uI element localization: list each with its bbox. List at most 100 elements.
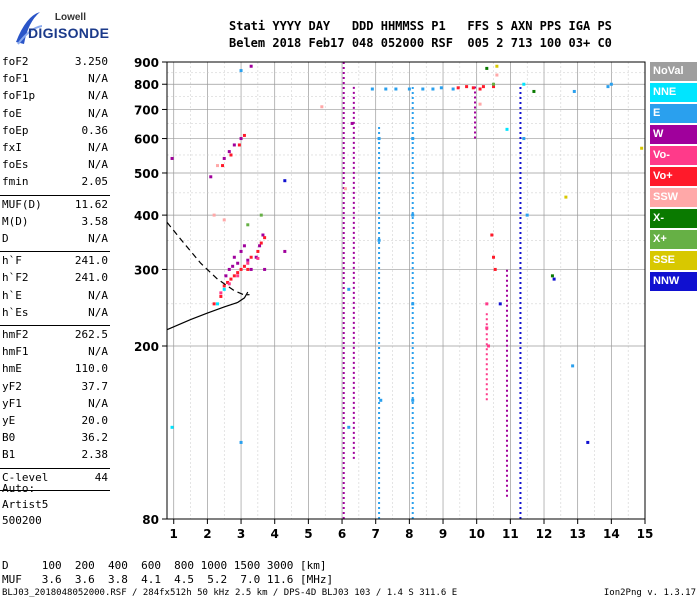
echo-point: [564, 195, 568, 199]
echo-point: [246, 223, 250, 227]
param-row: C-level 44: [2, 471, 108, 489]
plot-frame: [166, 61, 646, 520]
muf-row: MUF 3.6 3.6 3.8 4.1 4.5 5.2 7.0 11.6 [MH…: [2, 573, 334, 586]
param-name: h`F: [2, 254, 22, 268]
x-tick-label: 13: [569, 527, 586, 541]
echo-point: [347, 425, 351, 429]
param-name: foEs: [2, 158, 29, 172]
echo-point: [212, 213, 216, 217]
x-tick-label: 2: [203, 527, 211, 541]
echo-point: [606, 85, 610, 89]
echo-point: [170, 156, 174, 160]
echo-point: [377, 238, 381, 242]
param-row: fxI N/A: [2, 141, 108, 159]
legend-item: E: [650, 104, 697, 123]
echo-point: [219, 291, 223, 295]
header-labels: Stati YYYY DAY DDD HHMMSS P1 FFS S AXN P…: [229, 19, 612, 33]
echo-point: [232, 143, 236, 147]
echo-point: [350, 121, 354, 125]
echo-point: [471, 86, 475, 90]
param-separator: [0, 251, 110, 253]
echo-point: [236, 271, 240, 275]
param-name: yF1: [2, 396, 22, 410]
param-row: h`Es N/A: [2, 306, 108, 324]
echo-point: [222, 218, 226, 222]
echo-point: [242, 264, 246, 268]
echo-point: [222, 287, 226, 291]
y-tick-label: 500: [134, 167, 159, 181]
echo-point: [379, 398, 383, 402]
legend-item: NoVal: [650, 62, 697, 81]
param-value: 2.38: [81, 448, 109, 462]
echo-point: [222, 284, 226, 288]
param-value: N/A: [88, 396, 108, 410]
param-value: N/A: [88, 89, 108, 103]
param-value: N/A: [88, 72, 108, 86]
param-separator: [0, 325, 110, 326]
y-tick-label: 700: [134, 103, 159, 117]
echo-point: [485, 66, 489, 70]
echo-point: [237, 143, 241, 147]
echo-point: [456, 86, 460, 90]
param-row: yF2 37.7: [2, 380, 108, 398]
echo-point: [259, 213, 263, 217]
digisonde-swoosh-icon: [16, 12, 42, 45]
echo-point: [505, 127, 509, 131]
echo-point: [411, 213, 415, 217]
param-separator: [0, 467, 110, 469]
legend-item: X-: [650, 209, 697, 228]
echo-point: [263, 236, 267, 240]
echo-point: [226, 280, 230, 284]
echo-point: [320, 105, 324, 109]
echo-point: [249, 267, 253, 271]
echo-point: [522, 137, 526, 141]
param-name: MUF(D): [2, 197, 42, 211]
echo-point: [486, 344, 490, 348]
x-tick-label: 7: [372, 527, 380, 541]
echo-point: [236, 261, 240, 265]
station-header: Stati YYYY DAY DDD HHMMSS P1 FFS S AXN P…: [229, 18, 612, 52]
x-tick-label: 11: [502, 527, 519, 541]
param-value: 110.0: [74, 362, 108, 376]
y-tick-label: 800: [134, 78, 159, 92]
param-value: 241.0: [74, 271, 108, 285]
x-tick-label: 1: [170, 527, 178, 541]
param-name: yF2: [2, 379, 22, 393]
echo-point: [411, 302, 415, 306]
param-value: 37.7: [81, 379, 109, 393]
echo-point: [394, 87, 398, 91]
x-tick-label: 5: [304, 527, 312, 541]
echo-point: [222, 156, 226, 160]
echo-point: [384, 87, 388, 91]
distance-row: D 100 200 400 600 800 1000 1500 3000 [km…: [2, 559, 327, 572]
param-name: yE: [2, 414, 16, 427]
echo-point: [261, 233, 265, 237]
param-row: foF1 N/A: [2, 72, 108, 90]
param-row: foF1p N/A: [2, 89, 108, 107]
param-row: yF1 N/A: [2, 397, 108, 415]
chart-axes: 1 2 3 4 5 6 7 8 9 10 11 12 13 14 158020030040050060070…: [134, 56, 653, 541]
param-row: foE N/A: [2, 107, 108, 125]
logo-name: DIGISONDE: [28, 25, 110, 41]
param-row: h`E N/A: [2, 289, 108, 307]
echo-point: [552, 277, 556, 281]
echo-point: [232, 255, 236, 259]
echo-point: [219, 294, 223, 298]
param-separator: [0, 489, 110, 491]
echo-point: [550, 274, 554, 278]
echo-point: [256, 256, 260, 260]
echo-point: [246, 258, 250, 262]
param-row: hmE 110.0: [2, 362, 108, 380]
echo-point: [232, 274, 236, 278]
y-tick-label: 200: [134, 340, 159, 354]
config-line-3: 500200: [2, 514, 42, 527]
param-value: 11.62: [74, 197, 108, 211]
echo-point: [227, 150, 231, 154]
param-name: foEp: [2, 123, 29, 137]
param-row: foF2 3.250: [2, 55, 108, 73]
param-row: MUF(D) 11.62: [2, 198, 108, 216]
param-value: 2.05: [81, 175, 109, 189]
param-value: 20.0: [81, 414, 109, 427]
echo-point: [249, 64, 253, 68]
